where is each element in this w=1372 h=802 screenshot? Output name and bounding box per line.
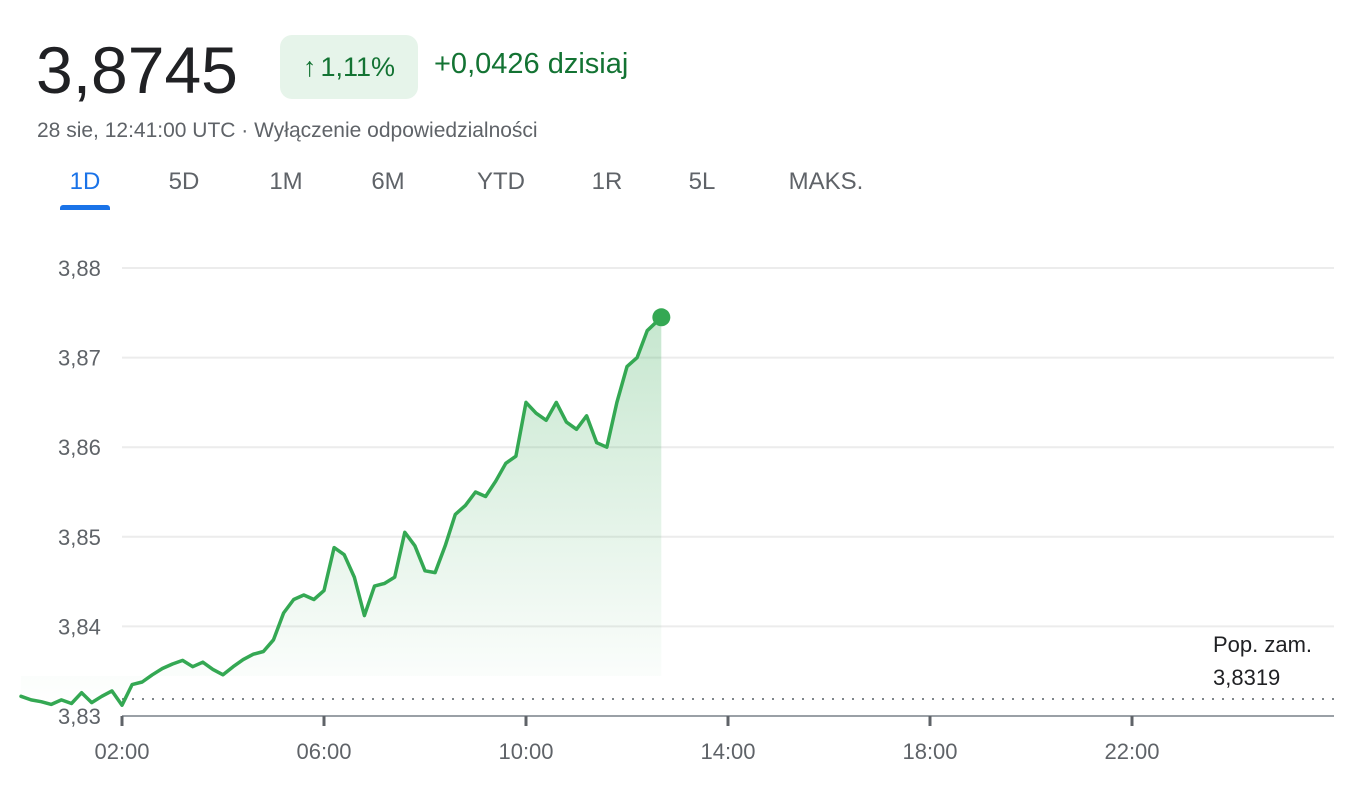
- tab-label: 1D: [69, 168, 101, 195]
- quote-header: 3,8745 ↑ 1,11% +0,0426 dzisiaj 28 sie, 1…: [0, 0, 1372, 160]
- meta-separator: ·: [241, 119, 249, 142]
- price-area-fill: [21, 317, 662, 706]
- y-tick-label: 3,85: [58, 525, 101, 550]
- current-price-dot: [652, 308, 671, 327]
- previous-close-value: 3,8319: [1213, 665, 1280, 690]
- absolute-change: +0,0426 dzisiaj: [434, 48, 628, 81]
- absolute-change-suffix: dzisiaj: [547, 48, 629, 80]
- x-tick-label: 14:00: [700, 739, 755, 764]
- y-tick-label: 3,88: [58, 256, 101, 281]
- tab-label: MAKS.: [788, 168, 864, 195]
- price-chart[interactable]: 3,88 3,87 3,86 3,85 3,84 3,83 02:00 06:00 10:00 1…: [0, 225, 1372, 785]
- x-tick-label: 10:00: [498, 739, 553, 764]
- y-tick-label: 3,86: [58, 435, 101, 460]
- x-tick-label: 22:00: [1104, 739, 1159, 764]
- range-tabs: 1D 5D 1M 6M YTD 1R 5L MAKS.: [0, 168, 1000, 218]
- absolute-change-value: +0,0426: [434, 48, 540, 80]
- current-price: 3,8745: [36, 33, 238, 107]
- tab-1r[interactable]: 1R: [584, 168, 630, 210]
- tab-label: 5D: [168, 168, 200, 195]
- timestamp: 28 sie, 12:41:00 UTC: [37, 119, 236, 142]
- tab-label: 1M: [269, 168, 303, 195]
- disclaimer-link[interactable]: Wyłączenie odpowiedzialności: [254, 119, 538, 142]
- tab-label: 6M: [371, 168, 405, 195]
- arrow-up-icon: ↑: [302, 51, 317, 82]
- tab-1m[interactable]: 1M: [258, 168, 314, 210]
- tab-6m[interactable]: 6M: [360, 168, 416, 210]
- x-tick-label: 06:00: [296, 739, 351, 764]
- active-tab-indicator: [60, 205, 110, 210]
- tab-label: 5L: [688, 168, 716, 195]
- percent-change-badge: ↑ 1,11%: [280, 35, 418, 99]
- price-series-line: [19, 315, 664, 707]
- x-tick-label: 18:00: [902, 739, 957, 764]
- y-tick-label: 3,84: [58, 614, 101, 639]
- tab-ytd[interactable]: YTD: [466, 168, 536, 210]
- tab-maks[interactable]: MAKS.: [776, 168, 876, 210]
- x-tick-label: 02:00: [94, 739, 149, 764]
- y-tick-label: 3,87: [58, 346, 101, 371]
- tab-5d[interactable]: 5D: [158, 168, 210, 210]
- previous-close-label: Pop. zam.: [1213, 632, 1312, 657]
- tab-label: YTD: [477, 168, 525, 195]
- y-tick-label: 3,83: [58, 704, 101, 729]
- quote-meta: 28 sie, 12:41:00 UTC · Wyłączenie odpowi…: [37, 119, 538, 143]
- tab-5l[interactable]: 5L: [678, 168, 726, 210]
- percent-change-value: 1,11%: [320, 51, 396, 82]
- tab-label: 1R: [591, 168, 623, 195]
- tab-1d[interactable]: 1D: [60, 168, 110, 210]
